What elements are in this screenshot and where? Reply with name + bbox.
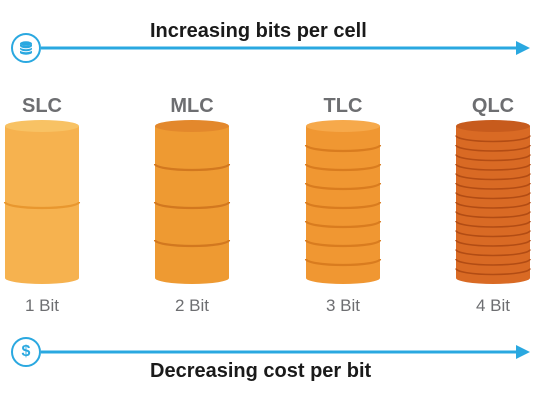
qlc-cell-stack [455,120,531,284]
layer-divider [455,220,531,228]
layer-divider [3,201,81,210]
layer-divider [304,144,382,153]
dollar-icon: $ [11,337,41,367]
layer-divider [304,258,382,267]
layer-divider [455,249,531,257]
layer-divider [304,220,382,229]
cell-type-label-tlc: TLC [323,95,363,117]
bit-label-tlc: 3 Bit [325,296,361,315]
dollar-glyph: $ [21,343,31,360]
layer-divider [455,239,531,247]
cylinder-top [306,120,380,132]
layer-divider [455,201,531,209]
layer-divider [153,201,231,210]
bit-label-mlc: 2 Bit [174,296,210,315]
layer-divider [455,192,531,200]
layer-divider [455,230,531,238]
layer-divider [455,135,531,143]
layer-divider [455,154,531,162]
layer-divider [304,201,382,210]
layer-divider [304,239,382,248]
cylinder-body [155,126,229,284]
increasing-arrow [41,41,530,55]
cell-type-label-mlc: MLC [170,95,214,117]
layer-divider [455,163,531,171]
layer-divider [153,239,231,248]
layer-divider [455,144,531,152]
layer-divider [455,173,531,181]
mlc-cell-stack [153,120,231,284]
increasing-bits-title: Increasing bits per cell [150,20,367,42]
cylinder-top [155,120,229,132]
cylinder-top [5,120,79,132]
slc-cell-stack [3,120,81,284]
layer-divider [455,182,531,190]
layer-divider [304,163,382,172]
cylinder-top [456,120,530,132]
cylinder-body [5,126,79,284]
cell-type-label-slc: SLC [22,95,62,117]
database-icon [11,33,41,63]
tlc-cell-stack [304,120,382,284]
bit-label-slc: 1 Bit [24,296,60,315]
decreasing-arrow [41,345,530,359]
bit-label-qlc: 4 Bit [475,296,511,315]
decreasing-cost-title: Decreasing cost per bit [150,360,372,382]
layer-divider [455,258,531,266]
layer-divider [304,182,382,191]
layer-divider [455,268,531,276]
cell-type-label-qlc: QLC [471,95,515,117]
layer-divider [153,163,231,172]
layer-divider [455,211,531,219]
